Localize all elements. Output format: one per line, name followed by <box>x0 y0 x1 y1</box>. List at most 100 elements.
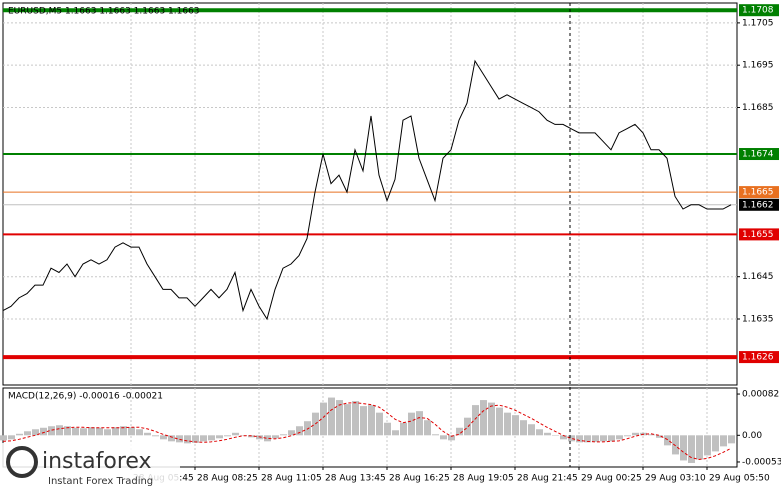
macd-bar <box>712 435 719 452</box>
watermark-brand: instaforex <box>42 449 152 474</box>
macd-bar <box>168 435 175 442</box>
macd-bar <box>16 433 23 436</box>
x-tick-label: 28 Aug 11:05 <box>261 474 322 484</box>
macd-bar <box>272 435 279 439</box>
macd-bar <box>400 422 407 436</box>
macd-bar <box>176 435 183 443</box>
macd-bar <box>488 402 495 436</box>
macd-bar <box>720 435 727 447</box>
macd-bar <box>192 435 199 443</box>
watermark-tagline: Instant Forex Trading <box>48 476 153 487</box>
macd-bar <box>568 435 575 442</box>
macd-bar <box>48 426 55 436</box>
level-label: 1.1655 <box>742 230 774 240</box>
macd-bar <box>200 435 207 442</box>
macd-bar <box>336 400 343 436</box>
macd-bar <box>728 435 735 444</box>
macd-bar <box>504 412 511 436</box>
macd-bar <box>688 435 695 463</box>
level-label: 1.1665 <box>742 188 774 198</box>
level-label: 1.1708 <box>742 6 774 16</box>
macd-bar <box>552 435 559 436</box>
macd-bar <box>40 427 47 436</box>
macd-bar <box>112 427 119 436</box>
macd-bar <box>368 405 375 436</box>
macd-bar <box>104 429 111 436</box>
macd-bar <box>24 431 31 436</box>
macd-bar <box>120 426 127 436</box>
main-panel <box>2 2 738 386</box>
level-label-bg <box>739 4 779 17</box>
macd-bar <box>152 435 159 437</box>
macd-bar <box>512 415 519 436</box>
macd-bar <box>32 429 39 436</box>
macd-bar <box>608 435 615 442</box>
macd-bar <box>576 435 583 443</box>
x-tick-label: 28 Aug 13:45 <box>325 474 386 484</box>
macd-bar <box>632 432 639 436</box>
macd-bar <box>592 435 599 442</box>
macd-bar <box>8 435 15 440</box>
macd-bar <box>96 427 103 436</box>
macd-bar <box>264 435 271 442</box>
x-tick-label: 28 Aug 21:45 <box>517 474 578 484</box>
macd-title: MACD(12,26,9) -0.00016 -0.00021 <box>8 392 163 402</box>
macd-bar <box>328 397 335 436</box>
macd-bar <box>128 427 135 436</box>
x-tick-label: 28 Aug 16:25 <box>389 474 450 484</box>
y-tick-label: 1.1685 <box>742 103 774 113</box>
macd-signal <box>2 402 732 460</box>
macd-tick-label: 0.00082 <box>742 390 779 400</box>
macd-bar <box>536 429 543 436</box>
macd-bar <box>432 434 439 436</box>
macd-bar <box>672 435 679 455</box>
macd-bar <box>392 430 399 436</box>
x-tick-label: 29 Aug 00:25 <box>581 474 642 484</box>
macd-bar <box>416 411 423 436</box>
macd-bar <box>472 405 479 436</box>
y-tick-label: 1.1695 <box>742 61 774 71</box>
macd-bar <box>344 404 351 436</box>
macd-bar <box>624 435 631 437</box>
macd-bar <box>424 420 431 436</box>
price-line <box>2 59 732 321</box>
macd-bar <box>216 435 223 439</box>
macd-bar <box>80 428 87 436</box>
macd-bar <box>544 432 551 436</box>
macd-bar <box>448 435 455 441</box>
macd-bar <box>648 434 655 436</box>
macd-bar <box>160 435 167 440</box>
level-label-bg <box>739 198 779 211</box>
macd-bar <box>64 426 71 436</box>
macd-bar <box>360 406 367 436</box>
macd-bar <box>520 420 527 436</box>
macd-bar <box>304 421 311 436</box>
macd-bar <box>496 407 503 436</box>
macd-bar <box>280 434 287 436</box>
macd-bar <box>0 435 7 441</box>
macd-bar <box>704 435 711 456</box>
level-label: 1.1626 <box>742 353 774 363</box>
x-tick-label: 28 Aug 19:05 <box>453 474 514 484</box>
macd-bar <box>680 435 687 461</box>
watermark: instaforex Instant Forex Trading <box>0 443 180 489</box>
level-label-bg <box>739 351 779 364</box>
macd-bar <box>696 435 703 460</box>
macd-bar <box>296 426 303 436</box>
macd-bar <box>480 400 487 436</box>
level-label-bg <box>739 148 779 161</box>
macd-bar <box>232 432 239 436</box>
macd-bar <box>184 435 191 444</box>
macd-bar <box>240 435 247 436</box>
macd-bar <box>72 427 79 436</box>
macd-bar <box>224 435 231 437</box>
macd-bar <box>600 435 607 442</box>
macd-bar <box>656 435 663 438</box>
macd-tick-label: -0.00053 <box>742 457 781 467</box>
macd-bar <box>144 432 151 436</box>
y-tick-label: 1.1645 <box>742 272 774 282</box>
level-label: 1.1674 <box>742 150 774 160</box>
chart-title: EURUSD,M5 1.1663 1.1663 1.1663 1.1663 <box>8 7 200 17</box>
macd-bar <box>208 435 215 441</box>
